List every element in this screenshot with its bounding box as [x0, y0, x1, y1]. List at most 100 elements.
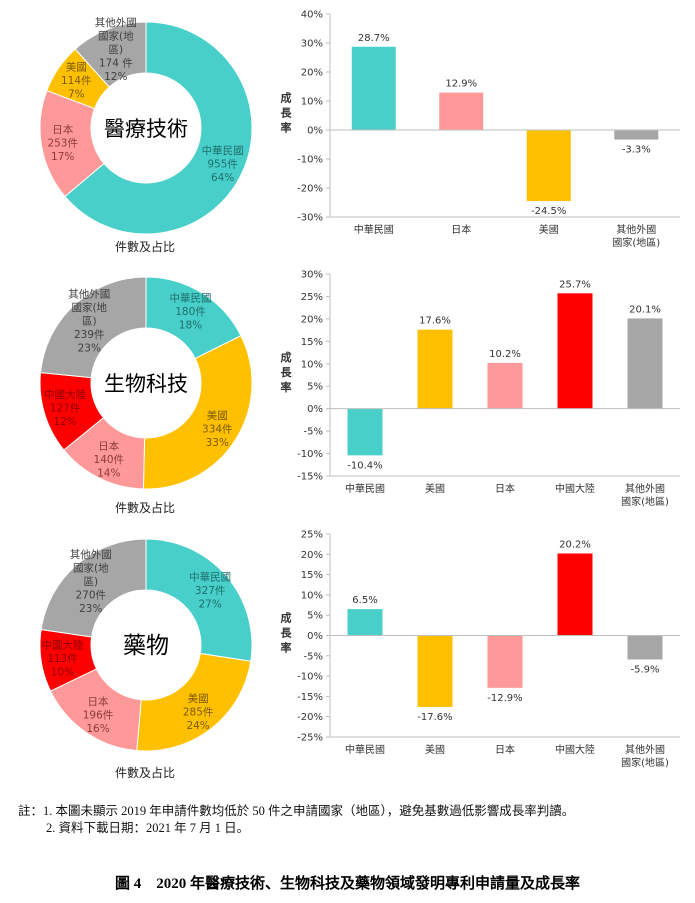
- x-category-label: 其他外國: [625, 482, 665, 495]
- bar-svg: 40% 30% 20% 10% 0% -10% -20% -30% 成長率 28.7% 中華民國 12…: [281, 10, 680, 249]
- bar: [557, 293, 593, 409]
- y-axis-label: 長: [281, 107, 293, 120]
- footnotes: 註：1. 本圖未顯示 2019 年申請件數均低於 50 件之申請國家（地區），避…: [18, 803, 574, 837]
- y-tick-label: -20%: [297, 184, 323, 195]
- y-tick-label: 0%: [307, 404, 323, 415]
- y-tick-label: 15%: [301, 337, 323, 348]
- y-tick-label: -5%: [304, 651, 323, 662]
- y-tick-label: -10%: [297, 672, 323, 683]
- donut-slice: [74, 21, 147, 88]
- y-axis-label: 率: [281, 641, 292, 655]
- svg-text:27%: 27%: [199, 599, 222, 611]
- y-tick-label: -10%: [297, 155, 323, 166]
- y-tick-label: 20%: [301, 550, 323, 561]
- y-tick-label: -25%: [297, 733, 323, 744]
- y-tick-label: -10%: [297, 449, 323, 460]
- svg-text:區): 區): [82, 315, 97, 327]
- bar-value-label: 12.9%: [445, 79, 477, 90]
- bar: [439, 92, 484, 130]
- y-tick-label: 0%: [307, 631, 323, 642]
- footnote-2: 2. 資料下載日期：2021 年 7 月 1 日。: [18, 820, 574, 837]
- svg-text:180件: 180件: [175, 306, 206, 318]
- donut-chart-biotech: 中華民國 180件 18% 美國 334件 33% 日本 140件 14% 中國大陸 127件 12%…: [30, 267, 262, 499]
- donut-chart-pharma: 中華民國 327件 27% 美國 285件 24% 日本 196件 16% 中國大陸 113件 10%…: [30, 529, 262, 761]
- svg-text:253件: 253件: [47, 137, 78, 149]
- pie-caption-pharma: 件數及占比: [114, 766, 175, 780]
- y-axis-label: 成: [281, 91, 292, 105]
- svg-text:7%: 7%: [68, 89, 85, 101]
- x-category-label: 日本: [495, 482, 515, 495]
- svg-text:12%: 12%: [53, 416, 76, 428]
- bar: [487, 635, 523, 688]
- bar: [417, 635, 453, 707]
- svg-text:334件: 334件: [202, 423, 233, 435]
- bar: [614, 130, 659, 140]
- svg-text:23%: 23%: [78, 342, 101, 354]
- svg-text:127件: 127件: [50, 402, 81, 414]
- y-axis-label: 率: [281, 380, 292, 394]
- donut-chart-medical-tech: 中華民國 955件 64% 日本 253件 17% 美國 114件 7% 其他外國 國家(地 區) 17…: [30, 12, 262, 244]
- y-tick-label: 25%: [301, 292, 323, 303]
- bar-value-label: -12.9%: [487, 693, 522, 704]
- svg-text:285件: 285件: [183, 707, 214, 719]
- donut-slice: [145, 538, 253, 662]
- bar-chart-biotech-growth: 30% 25% 20% 15% 10% 5% 0% -5% -10% -15% 成長率 -10.4% 中…: [270, 262, 695, 517]
- x-category-label: 美國: [539, 223, 559, 236]
- svg-text:17%: 17%: [51, 151, 74, 163]
- svg-text:23%: 23%: [79, 603, 102, 615]
- y-axis-label: 率: [281, 121, 292, 135]
- svg-text:174 件: 174 件: [99, 58, 133, 70]
- svg-text:中華民國: 中華民國: [189, 571, 231, 584]
- svg-text:美國: 美國: [188, 692, 209, 705]
- svg-text:140件: 140件: [94, 454, 125, 466]
- svg-text:14%: 14%: [97, 467, 120, 479]
- svg-text:10%: 10%: [51, 666, 74, 678]
- x-category-label: 其他外國: [625, 743, 665, 756]
- svg-text:113件: 113件: [47, 653, 78, 665]
- svg-text:64%: 64%: [211, 172, 234, 184]
- pie-caption-medical-tech: 件數及占比: [114, 240, 175, 254]
- svg-text:24%: 24%: [186, 720, 209, 732]
- svg-text:美國: 美國: [66, 61, 87, 74]
- svg-text:日本: 日本: [88, 695, 109, 708]
- donut-slice: [136, 652, 252, 752]
- bar-value-label: -3.3%: [622, 145, 651, 156]
- svg-text:區): 區): [109, 44, 124, 56]
- x-category-label: 日本: [495, 743, 515, 756]
- donut-slice: [142, 335, 253, 490]
- x-category-label: 日本: [451, 223, 471, 236]
- y-tick-label: -5%: [304, 427, 323, 438]
- figure-title: 圖 4 2020 年醫療技術、生物科技及藥物領域發明專利申請量及成長率: [114, 876, 580, 892]
- bar-value-label: 17.6%: [419, 316, 451, 327]
- bar-svg: 30% 25% 20% 15% 10% 5% 0% -5% -10% -15% 成長率 -10.4% 中…: [281, 270, 680, 508]
- x-category-label: 美國: [425, 482, 445, 495]
- svg-text:18%: 18%: [179, 320, 202, 332]
- y-tick-label: 10%: [301, 590, 323, 601]
- svg-text:16%: 16%: [86, 723, 109, 735]
- donut-slice: [64, 21, 253, 235]
- bar-value-label: -5.9%: [630, 664, 659, 675]
- bar-value-label: 25.7%: [559, 279, 591, 290]
- svg-text:國家(地: 國家(地: [73, 562, 109, 575]
- donut-center-title: 醫療技術: [104, 117, 188, 141]
- y-tick-label: 30%: [301, 39, 323, 50]
- bar-svg: 25% 20% 15% 10% 5% 0% -5% -10% -15% -20% -25% 成長率 6.…: [281, 530, 680, 769]
- y-axis-label: 長: [281, 366, 293, 379]
- bar: [417, 329, 453, 409]
- bar-value-label: -17.6%: [417, 712, 452, 723]
- bar-value-label: 6.5%: [352, 595, 377, 606]
- bar: [557, 553, 593, 636]
- y-axis-label: 長: [281, 627, 293, 640]
- svg-text:其他外國: 其他外國: [70, 548, 112, 561]
